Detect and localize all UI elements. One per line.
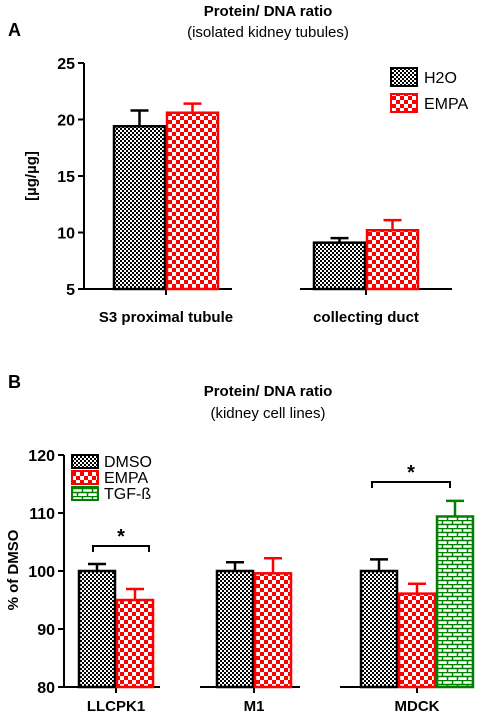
y-tick-label: 80 <box>37 680 55 697</box>
legend-swatch-dmso <box>71 454 99 469</box>
bar-dmso-llcpk1 <box>77 569 117 689</box>
panel-b-category-label-llcpk1: LLCPK1 <box>87 698 145 715</box>
panel-a-label: A <box>8 20 21 40</box>
bar-empa-llcpk1 <box>115 598 155 689</box>
panel-b-category-label-mdck: MDCK <box>395 698 440 715</box>
panel-b: B Protein/ DNA ratio (kidney cell lines)… <box>5 372 475 715</box>
bar-empa-m1 <box>253 572 293 689</box>
panel-a-category-label-collecting-duct: collecting duct <box>313 309 419 326</box>
bar-empa-mdck <box>397 592 437 689</box>
legend-label-dmso: DMSO <box>104 454 152 471</box>
panel-b-bars <box>77 499 475 689</box>
panel-b-y-axis-label: % of DMSO <box>5 529 22 610</box>
y-tick-label: 5 <box>66 282 75 299</box>
bar-h2o-s3-proximal-tubule <box>112 125 167 291</box>
panel-b-label: B <box>8 372 21 392</box>
y-tick-label: 90 <box>37 622 55 639</box>
significance-bracket-llcpk1 <box>92 545 150 552</box>
significance-bracket-mdck <box>371 481 451 488</box>
panel-b-category-label-m1: M1 <box>244 698 265 715</box>
y-tick-label: 10 <box>57 226 75 243</box>
bar-empa-collecting-duct <box>365 228 420 291</box>
legend-label-empa: EMPA <box>424 96 468 113</box>
bar-empa-s3-proximal-tubule <box>165 111 220 291</box>
panel-b-title: Protein/ DNA ratio <box>204 383 333 400</box>
legend-swatch-empa <box>71 470 99 485</box>
panel-b-legend: DMSO EMPA TGF-ß <box>71 454 152 503</box>
bar-tgf-beta-mdck <box>435 515 475 689</box>
panel-a-x-tick-labels: S3 proximal tubule collecting duct <box>99 309 419 326</box>
y-tick-label: 15 <box>57 169 75 186</box>
panel-a-category-label-s3-proximal-tubule: S3 proximal tubule <box>99 309 233 326</box>
panel-a-legend: H2O EMPA <box>390 67 468 113</box>
panel-a-subtitle: (isolated kidney tubules) <box>187 24 349 41</box>
bar-dmso-m1 <box>215 569 255 689</box>
panel-b-subtitle: (kidney cell lines) <box>210 405 325 422</box>
y-tick-label: 100 <box>28 564 55 581</box>
panel-a-title: Protein/ DNA ratio <box>204 3 333 20</box>
legend-swatch-tgf-beta <box>71 486 99 501</box>
bar-h2o-collecting-duct <box>312 241 367 291</box>
panel-a: A Protein/ DNA ratio (isolated kidney tu… <box>8 3 468 326</box>
legend-swatch-empa <box>390 93 418 113</box>
bar-dmso-mdck <box>359 569 399 689</box>
y-tick-label: 120 <box>28 448 55 465</box>
y-tick-label: 20 <box>57 113 75 130</box>
legend-label-tgf-beta: TGF-ß <box>104 486 151 503</box>
y-tick-label: 25 <box>57 56 75 73</box>
significance-star-mdck: * <box>407 462 415 484</box>
panel-a-y-axis-label: [µg/µg] <box>23 151 40 201</box>
legend-label-h2o: H2O <box>424 70 457 87</box>
panel-a-bars <box>112 102 420 291</box>
y-tick-label: 110 <box>29 506 55 523</box>
panel-b-x-tick-labels: LLCPK1 M1 MDCK <box>87 698 440 715</box>
panel-b-significance: ** <box>92 462 451 552</box>
significance-star-llcpk1: * <box>117 526 125 548</box>
legend-swatch-h2o <box>390 67 418 87</box>
legend-label-empa: EMPA <box>104 470 148 487</box>
